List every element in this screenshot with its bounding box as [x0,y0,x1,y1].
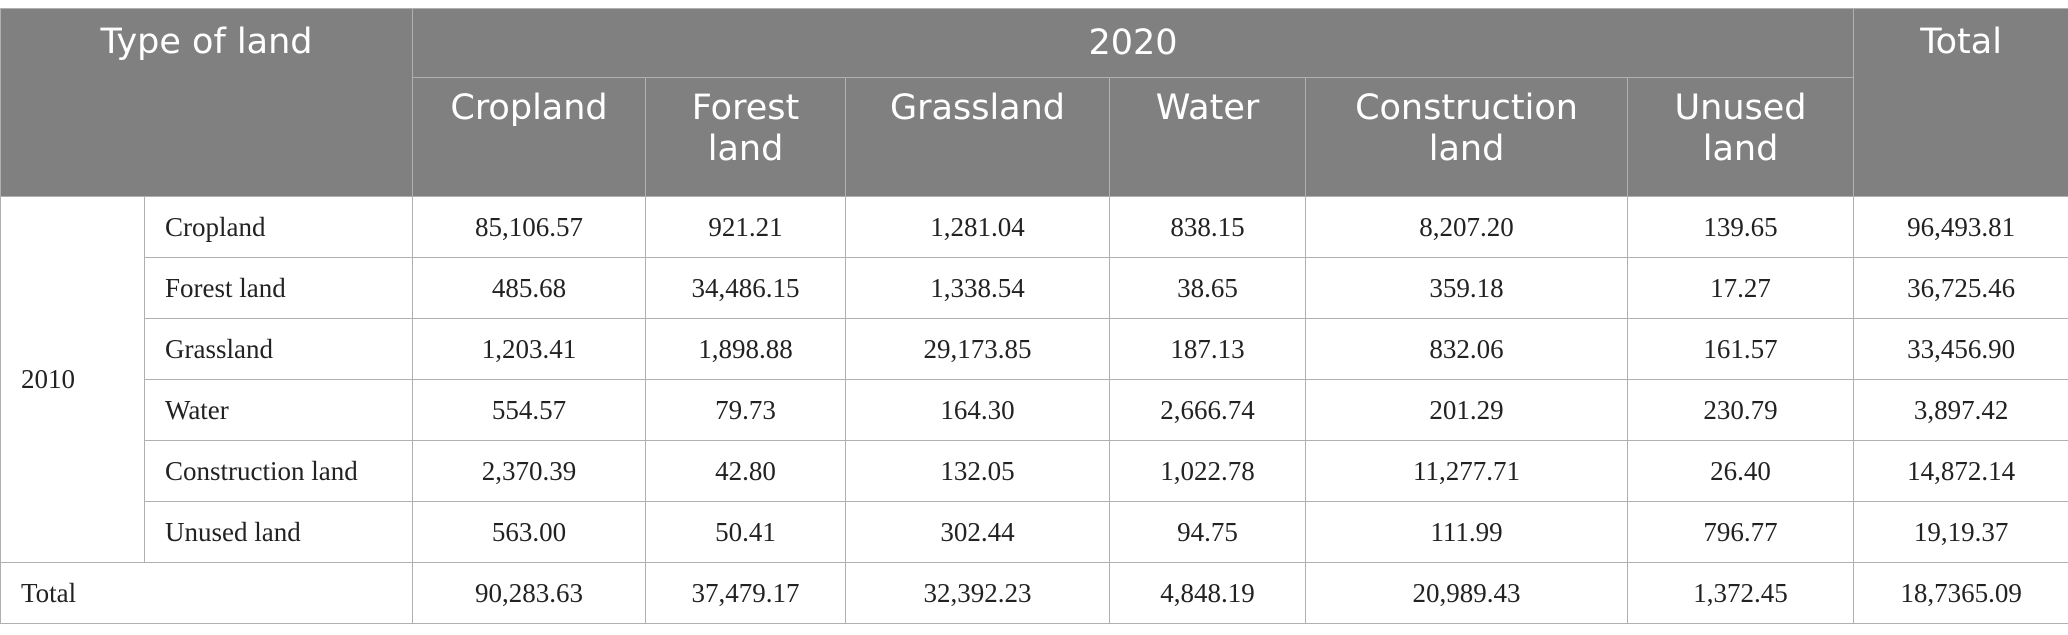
grand-total-cell: 18,7365.09 [1853,562,2068,624]
table-row: Unused land 563.00 50.41 302.44 94.75 111.99 7… [1,501,2068,563]
table-cell: 230.79 [1627,379,1855,441]
table-cell: 485.68 [412,257,647,319]
table-cell: 554.57 [412,379,647,441]
table-cell: 201.29 [1305,379,1629,441]
table-row: Construction land 2,370.39 42.80 132.05 1,02… [1,440,2068,502]
row-label-unused-land: Unused land [143,501,414,563]
table-cell: 132.05 [845,440,1111,502]
table-cell: 1,898.88 [645,318,847,380]
total-row-cell: 32,392.23 [845,562,1111,624]
column-header-line: land [707,129,784,169]
table-cell: 838.15 [1109,196,1307,258]
row-total-cell: 3,897.42 [1853,379,2068,441]
row-label-forest-land: Forest land [143,257,414,319]
total-row: Total 90,283.63 37,479.17 32,392.23 4,848.19… [0,562,2068,624]
table-cell: 161.57 [1627,318,1855,380]
table-cell: 17.27 [1627,257,1855,319]
table-cell: 563.00 [412,501,647,563]
table-cell: 42.80 [645,440,847,502]
table-cell: 38.65 [1109,257,1307,319]
table-cell: 50.41 [645,501,847,563]
row-label-grassland: Grassland [143,318,414,380]
table-cell: 34,486.15 [645,257,847,319]
year-2020-header: 2020 [412,8,1855,78]
table-cell: 1,203.41 [412,318,647,380]
table-row: Water 554.57 79.73 164.30 2,666.74 201.29 230.… [1,379,2068,441]
total-row-label: Total [0,562,414,624]
row-label-water: Water [143,379,414,441]
row-total-cell: 14,872.14 [1853,440,2068,502]
table-cell: 302.44 [845,501,1111,563]
table-cell: 832.06 [1305,318,1629,380]
column-header-line: Water [1155,88,1260,128]
table-cell: 2,666.74 [1109,379,1307,441]
table-cell: 921.21 [645,196,847,258]
column-header-grassland: Grassland [845,77,1111,197]
table-cell: 796.77 [1627,501,1855,563]
table-cell: 139.65 [1627,196,1855,258]
type-of-land-header: Type of land [0,8,414,197]
land-transition-table: Type of land 2020 Total Cropland Forest la… [0,8,2068,624]
table-cell: 1,281.04 [845,196,1111,258]
column-header-line: Construction [1355,88,1578,128]
table-cell: 29,173.85 [845,318,1111,380]
column-header-line: Cropland [450,88,608,128]
table-row: Forest land 485.68 34,486.15 1,338.54 38.65 3… [1,257,2068,319]
column-header-line: land [1428,129,1505,169]
column-header-line: Forest [691,88,800,128]
table-row: 2010 Cropland 85,106.57 921.21 1,281.04 838.1… [0,196,2068,563]
table-cell: 187.13 [1109,318,1307,380]
column-header-water: Water [1109,77,1307,197]
total-row-cell: 4,848.19 [1109,562,1307,624]
table-cell: 359.18 [1305,257,1629,319]
total-row-cell: 90,283.63 [412,562,647,624]
column-header-line: Grassland [890,88,1066,128]
column-header-forest-land: Forest land [645,77,847,197]
table-cell: 8,207.20 [1305,196,1629,258]
year-2010-label: 2010 [0,196,145,563]
row-total-cell: 19,19.37 [1853,501,2068,563]
total-column-header: Total [1853,8,2068,197]
table-cell: 2,370.39 [412,440,647,502]
table-cell: 26.40 [1627,440,1855,502]
total-row-cell: 1,372.45 [1627,562,1855,624]
total-row-cell: 37,479.17 [645,562,847,624]
table-cell: 1,338.54 [845,257,1111,319]
table-cell: 79.73 [645,379,847,441]
table-cell: 164.30 [845,379,1111,441]
table-cell: 85,106.57 [412,196,647,258]
table-cell: 111.99 [1305,501,1629,563]
row-label-cropland: Cropland [143,196,414,258]
row-total-cell: 96,493.81 [1853,196,2068,258]
column-header-construction-land: Construction land [1305,77,1629,197]
table-cell: 1,022.78 [1109,440,1307,502]
column-header-line: Unused [1674,88,1807,128]
column-header-unused-land: Unused land [1627,77,1855,197]
column-header-line: land [1702,129,1779,169]
table-cell: 94.75 [1109,501,1307,563]
total-row-cell: 20,989.43 [1305,562,1629,624]
table-row: Grassland 1,203.41 1,898.88 29,173.85 187.13… [1,318,2068,380]
row-total-cell: 33,456.90 [1853,318,2068,380]
column-header-cropland: Cropland [412,77,647,197]
table-cell: 11,277.71 [1305,440,1629,502]
row-total-cell: 36,725.46 [1853,257,2068,319]
row-label-construction-land: Construction land [143,440,414,502]
